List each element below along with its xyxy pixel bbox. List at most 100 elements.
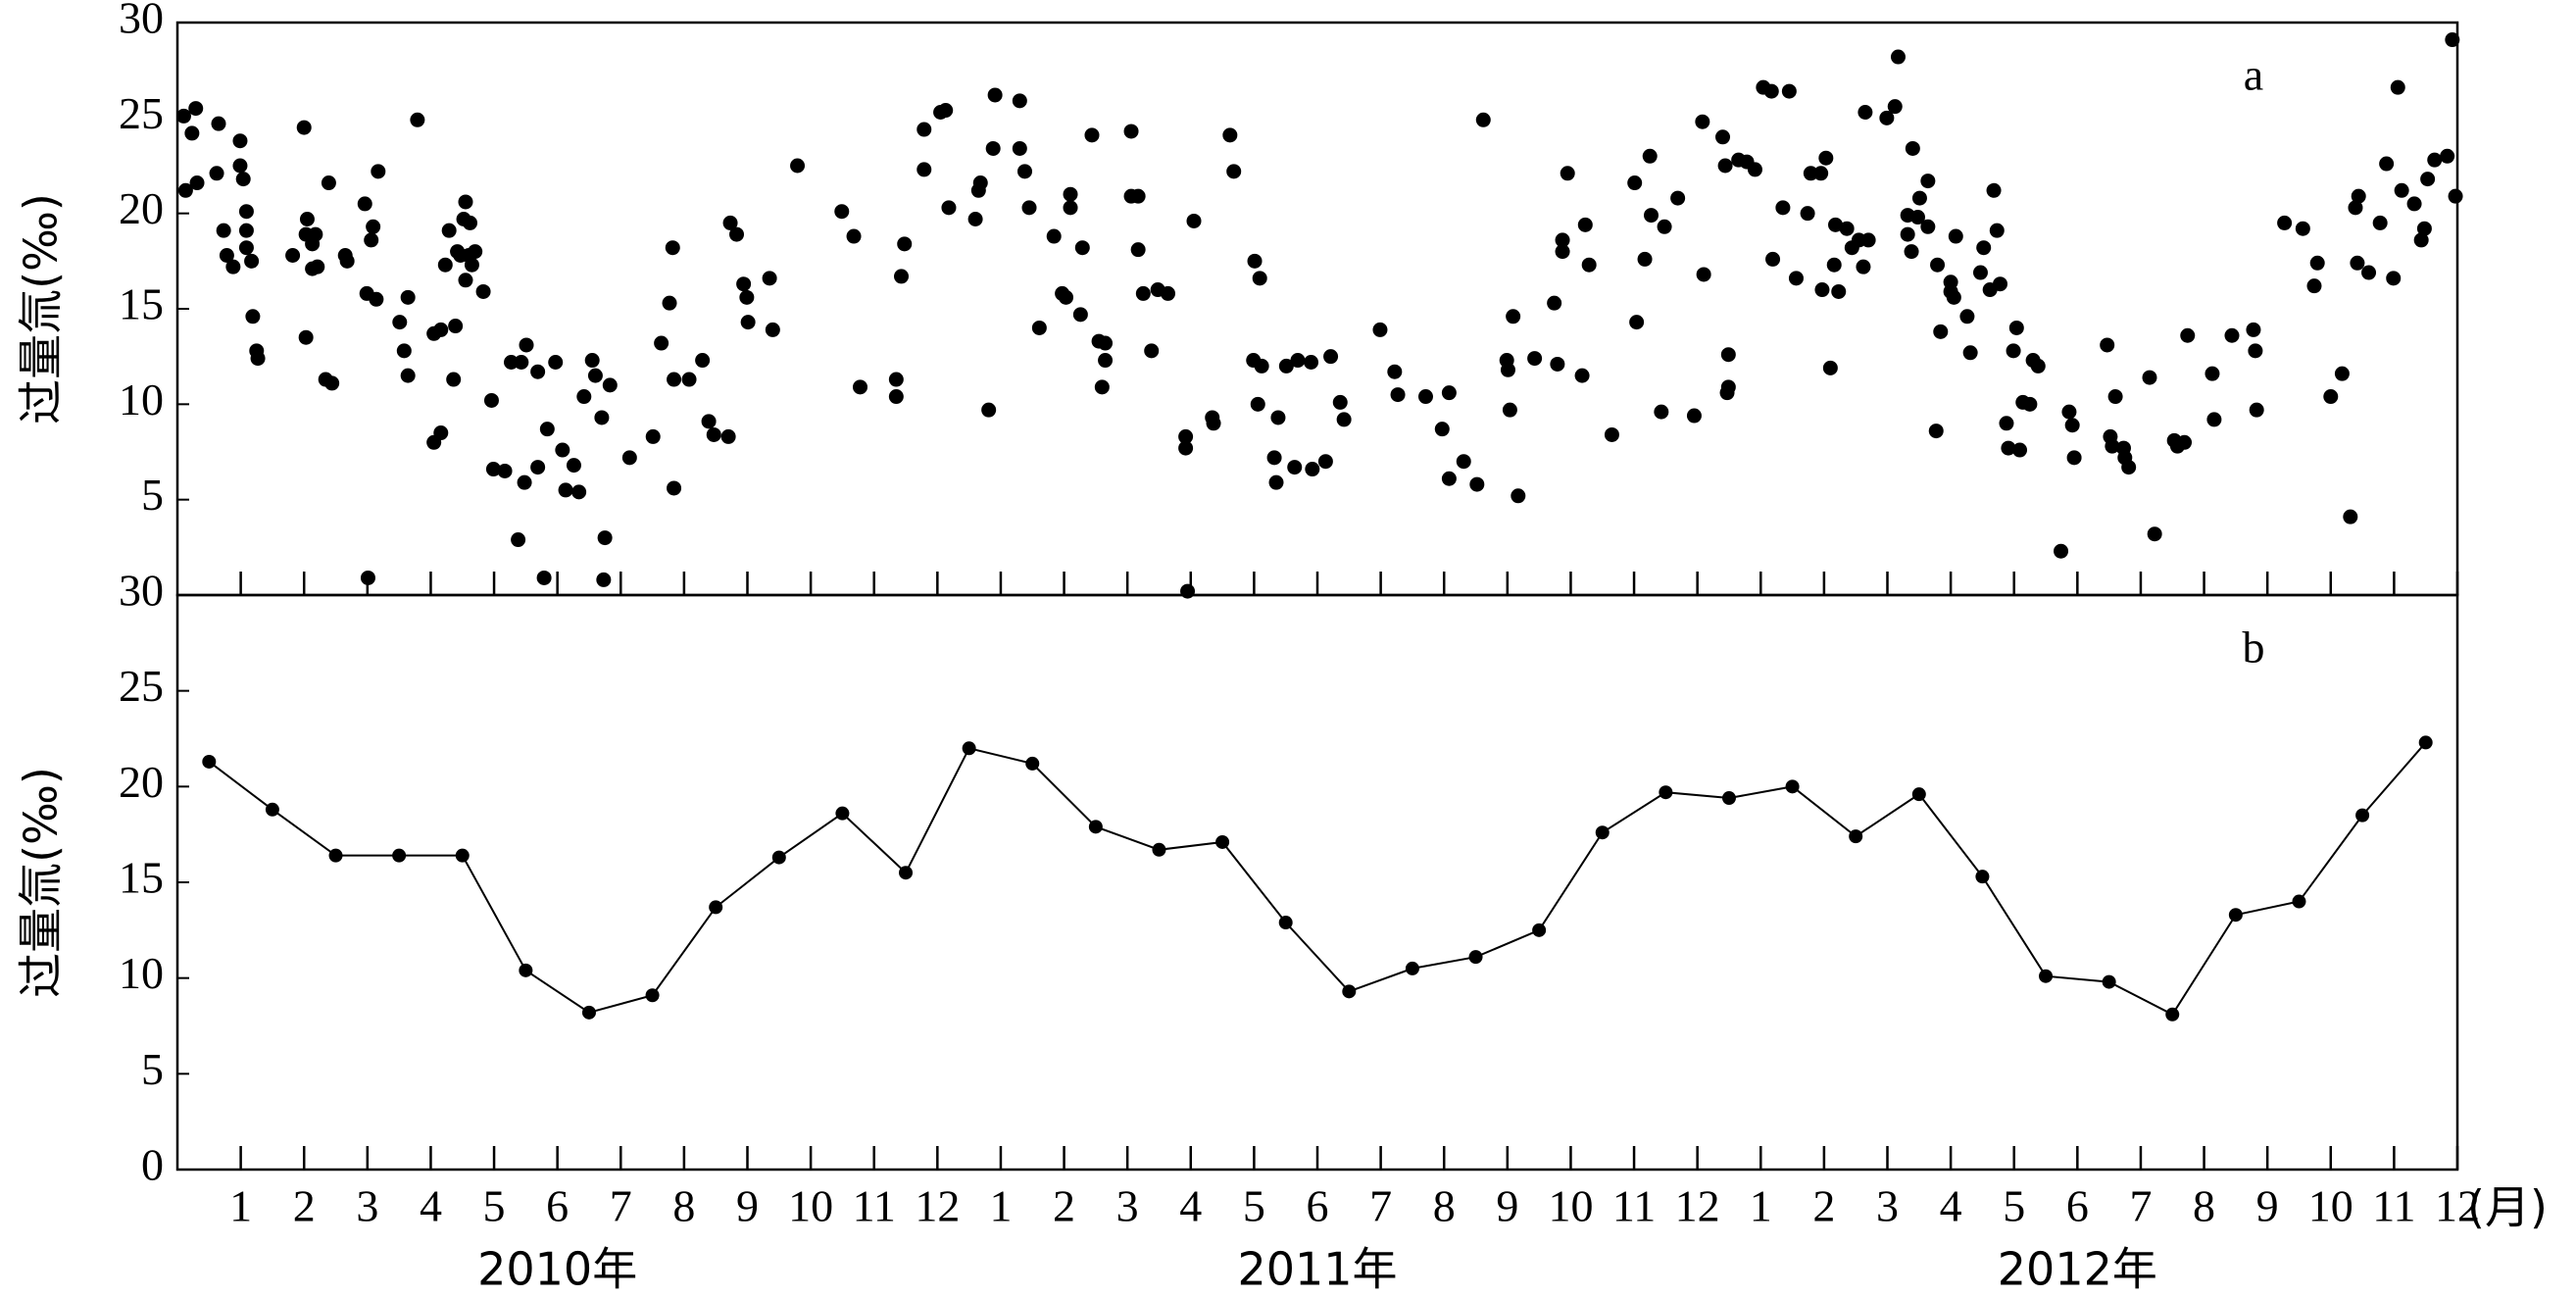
point <box>400 368 416 383</box>
point <box>1642 148 1658 164</box>
point <box>2309 255 2325 271</box>
y-tick-label: 30 <box>119 0 164 43</box>
point <box>1550 356 1565 372</box>
point <box>464 257 479 273</box>
point <box>1084 127 1100 143</box>
point <box>1948 228 1963 244</box>
point <box>1959 309 1975 324</box>
point <box>1555 232 1570 248</box>
point <box>1268 474 1284 490</box>
y-tick-label: 5 <box>141 1044 164 1094</box>
point <box>2323 389 2339 405</box>
year-label: 2010年 <box>477 1243 637 1296</box>
point <box>736 276 752 292</box>
y-axis-label: 过量氚(‰) <box>15 193 68 424</box>
point <box>2064 418 2080 433</box>
plot-frame <box>175 21 2459 597</box>
point <box>1818 150 1834 166</box>
point <box>364 232 379 248</box>
point <box>1468 950 1483 965</box>
point <box>1775 200 1791 216</box>
point <box>1342 984 1357 999</box>
point <box>458 273 473 288</box>
point <box>1785 779 1800 794</box>
point <box>1763 83 1779 99</box>
point <box>2448 188 2463 204</box>
x-tick-label: 2 <box>1053 1181 1075 1231</box>
point <box>310 259 325 274</box>
point <box>2277 215 2293 230</box>
x-tick-label: 7 <box>610 1181 632 1231</box>
point <box>211 116 226 131</box>
y-tick-label: 20 <box>119 757 164 807</box>
x-tick-label: 10 <box>788 1181 833 1231</box>
point <box>1720 347 1736 363</box>
point <box>853 379 868 395</box>
point <box>2427 152 2443 168</box>
point <box>392 848 407 863</box>
point <box>2206 412 2222 427</box>
point <box>584 353 600 369</box>
point <box>437 257 453 273</box>
point <box>2224 327 2240 343</box>
point <box>1317 454 1333 470</box>
point <box>985 140 1001 156</box>
y-tick-label: 5 <box>141 470 164 520</box>
point <box>706 426 721 442</box>
point <box>1911 190 1927 206</box>
x-tick-label: 9 <box>1496 1181 1518 1231</box>
point <box>1441 385 1457 401</box>
point <box>1088 820 1103 834</box>
point <box>2147 526 2162 542</box>
point <box>897 236 913 252</box>
point <box>1336 412 1352 427</box>
x-tick-label: 5 <box>2003 1181 2025 1231</box>
point <box>1976 240 1992 256</box>
point <box>566 458 581 474</box>
point <box>2440 148 2455 164</box>
point <box>1975 870 1990 884</box>
point <box>1511 488 1526 504</box>
point <box>962 741 976 756</box>
point <box>1206 416 1221 431</box>
x-tick-label: 12 <box>2435 1181 2480 1231</box>
point <box>296 120 312 135</box>
point <box>2121 460 2137 475</box>
panel-label: b <box>2243 623 2265 673</box>
y-tick-label: 25 <box>119 661 164 711</box>
point <box>1506 309 1521 324</box>
point <box>216 223 231 238</box>
point <box>2246 322 2261 337</box>
point <box>2177 434 2193 450</box>
point <box>771 850 786 865</box>
point <box>1475 112 1491 127</box>
point <box>2413 232 2429 248</box>
point <box>339 253 355 269</box>
point <box>2390 79 2405 95</box>
point <box>441 223 457 238</box>
point <box>2102 974 2116 989</box>
point <box>1469 476 1485 492</box>
point <box>1788 271 1804 286</box>
point <box>238 204 254 220</box>
point <box>1441 471 1457 486</box>
point <box>1629 315 1645 330</box>
point <box>1993 276 2008 292</box>
point <box>1577 217 1593 232</box>
point <box>941 200 957 216</box>
point <box>2361 265 2377 280</box>
point <box>2006 343 2021 359</box>
x-tick-label: 6 <box>1307 1181 1329 1231</box>
point <box>1161 285 1176 301</box>
x-tick-label: 1 <box>989 1181 1012 1231</box>
point <box>1822 360 1838 375</box>
point <box>654 335 669 351</box>
point <box>1849 829 1863 844</box>
point <box>308 226 323 242</box>
point <box>369 291 384 307</box>
x-tick-label: 12 <box>915 1181 960 1231</box>
point <box>987 87 1003 103</box>
point <box>265 802 279 817</box>
point <box>587 368 603 383</box>
point <box>720 428 736 444</box>
